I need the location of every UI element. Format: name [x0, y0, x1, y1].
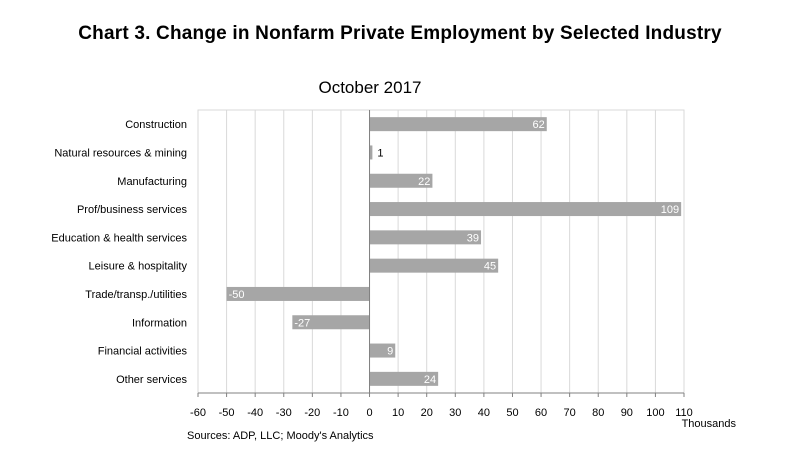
category-label: Leisure & hospitality [89, 261, 188, 273]
data-label: 62 [533, 119, 545, 131]
bar [369, 343, 396, 358]
data-label: 22 [418, 176, 430, 188]
x-tick-label: -60 [190, 407, 206, 419]
bar [369, 230, 482, 245]
x-tick-label: -20 [304, 407, 320, 419]
data-label: -27 [294, 317, 310, 329]
x-tick-label: 70 [564, 407, 576, 419]
category-label: Manufacturing [117, 176, 187, 188]
chart-subtitle: October 2017 [318, 78, 422, 97]
category-label: Trade/transp./utilities [85, 289, 187, 301]
data-label: -50 [229, 289, 245, 301]
category-label: Construction [125, 119, 187, 131]
x-tick-label: -30 [276, 407, 292, 419]
x-tick-label: 0 [366, 407, 372, 419]
x-tick-label: -10 [333, 407, 349, 419]
data-label: 9 [387, 346, 393, 358]
category-label: Financial activities [98, 346, 188, 358]
x-tick-label: 110 [675, 407, 693, 419]
bar [369, 258, 499, 273]
category-label: Other services [116, 374, 187, 386]
x-tick-label: -40 [247, 407, 263, 419]
x-tick-label: 100 [646, 407, 664, 419]
data-label: 39 [467, 232, 479, 244]
source-note: Sources: ADP, LLC; Moody's Analytics [187, 430, 374, 442]
x-tick-label: 20 [421, 407, 433, 419]
category-label: Natural resources & mining [54, 147, 187, 159]
bar [369, 371, 439, 386]
x-tick-label: 40 [478, 407, 490, 419]
x-tick-label: -50 [219, 407, 235, 419]
x-tick-label: 90 [621, 407, 633, 419]
bar [369, 173, 433, 188]
x-tick-label: 30 [449, 407, 461, 419]
bar [369, 117, 547, 132]
data-label: 24 [424, 374, 436, 386]
x-tick-label: 60 [535, 407, 547, 419]
data-label: 1 [377, 147, 383, 159]
x-tick-label: 10 [392, 407, 404, 419]
x-tick-label: 80 [592, 407, 604, 419]
bar [369, 202, 682, 217]
x-tick-label: 50 [506, 407, 518, 419]
chart-title: Chart 3. Change in Nonfarm Private Emplo… [78, 23, 722, 44]
bar [369, 145, 373, 160]
category-label: Prof/business services [77, 204, 188, 216]
data-label: 109 [661, 204, 679, 216]
bar [292, 315, 370, 330]
category-label: Information [132, 317, 187, 329]
data-label: 45 [484, 261, 496, 273]
plot-area [197, 109, 685, 394]
category-label: Education & health services [51, 232, 187, 244]
x-axis-unit-label: Thousands [681, 418, 736, 430]
bar [226, 286, 370, 301]
